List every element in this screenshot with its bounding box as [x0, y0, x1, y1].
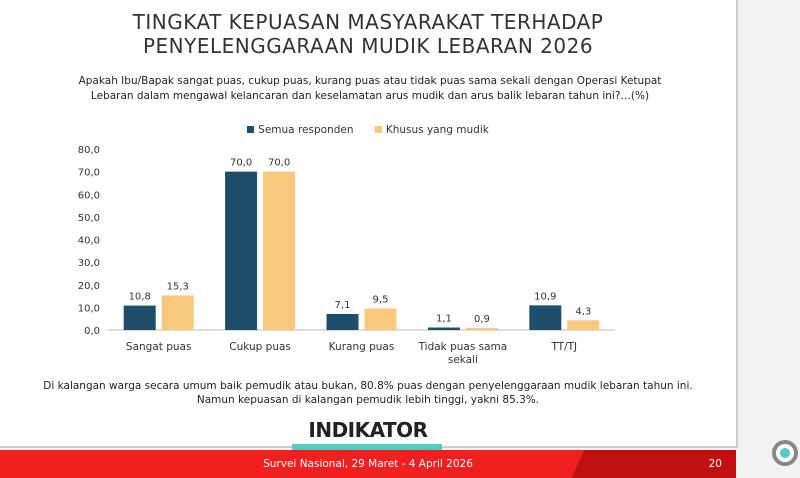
- data-label: 70,0: [230, 158, 252, 169]
- bar: [465, 327, 498, 330]
- title-line-1: TINGKAT KEPUASAN MASYARAKAT TERHADAP: [132, 10, 604, 34]
- question: Apakah Ibu/Bapak sangat puas, cukup puas…: [60, 74, 680, 104]
- bar: [529, 305, 562, 330]
- y-tick-label: 20,0: [78, 281, 100, 292]
- bar-chart: 0,0 10,0 20,0 30,0 40,0 50,0 60,0 70,0 80,0 10,8 1…: [78, 145, 615, 366]
- legend-label-1: Semua responden: [258, 124, 354, 136]
- y-tick-label: 50,0: [78, 213, 100, 224]
- bar: [161, 295, 194, 330]
- bar: [364, 308, 397, 330]
- data-label: 1,1: [436, 314, 452, 325]
- logo-accent-bar: [292, 444, 442, 450]
- footer: Survei Nasional, 29 Maret - 4 April 2026…: [0, 450, 736, 478]
- bar: [263, 171, 296, 330]
- category-label: Sangat puas: [126, 341, 192, 353]
- title-line-2: PENYELENGGARAAN MUDIK LEBARAN 2026: [142, 34, 594, 58]
- y-tick-label: 0,0: [84, 326, 100, 337]
- category-label: Kurang puas: [329, 341, 395, 353]
- footer-text: Survei Nasional, 29 Maret - 4 April 2026: [263, 458, 473, 470]
- data-label: 7,1: [335, 300, 351, 311]
- bar: [225, 171, 258, 330]
- data-label: 0,9: [474, 314, 490, 325]
- bar: [326, 313, 359, 330]
- legend: Semua responden Khusus yang mudik: [0, 124, 736, 136]
- category-label-cont: sekali: [448, 354, 478, 366]
- category-label: Tidak puas sama: [418, 341, 508, 353]
- question-line-1: Apakah Ibu/Bapak sangat puas, cukup puas…: [78, 75, 662, 87]
- data-label: 15,3: [167, 281, 189, 292]
- indikator-side-icon: [772, 440, 798, 466]
- question-line-2: Lebaran dalam mengawal kelancaran dan ke…: [90, 90, 650, 102]
- note-line-2: Namun kepuasan di kalangan pemudik lebih…: [196, 394, 540, 406]
- legend-swatch-2: [374, 126, 382, 133]
- y-tick-label: 60,0: [78, 190, 100, 201]
- y-tick-label: 70,0: [78, 168, 100, 179]
- note: Di kalangan warga secara umum baik pemud…: [0, 379, 736, 407]
- data-label: 10,9: [534, 291, 556, 302]
- y-tick-label: 40,0: [78, 236, 100, 247]
- y-tick-label: 10,0: [78, 303, 100, 314]
- legend-label-2: Khusus yang mudik: [385, 124, 489, 136]
- legend-swatch-1: [247, 126, 255, 133]
- y-tick-label: 80,0: [78, 145, 100, 156]
- y-tick-label: 30,0: [78, 258, 100, 269]
- slide: TINGKAT KEPUASAN MASYARAKAT TERHADAP PEN…: [0, 0, 738, 448]
- page-number: 20: [708, 458, 722, 470]
- data-label: 9,5: [373, 295, 389, 306]
- data-label: 10,8: [129, 292, 151, 303]
- bar: [567, 320, 600, 330]
- data-label: 4,3: [575, 306, 591, 317]
- indikator-logo: INDIKATOR: [308, 418, 428, 442]
- category-label: TT/TJ: [550, 341, 577, 353]
- note-line-1: Di kalangan warga secara umum baik pemud…: [43, 380, 693, 392]
- bar: [123, 305, 156, 330]
- bar: [427, 327, 460, 330]
- category-label: Cukup puas: [229, 341, 291, 353]
- data-label: 70,0: [268, 158, 290, 169]
